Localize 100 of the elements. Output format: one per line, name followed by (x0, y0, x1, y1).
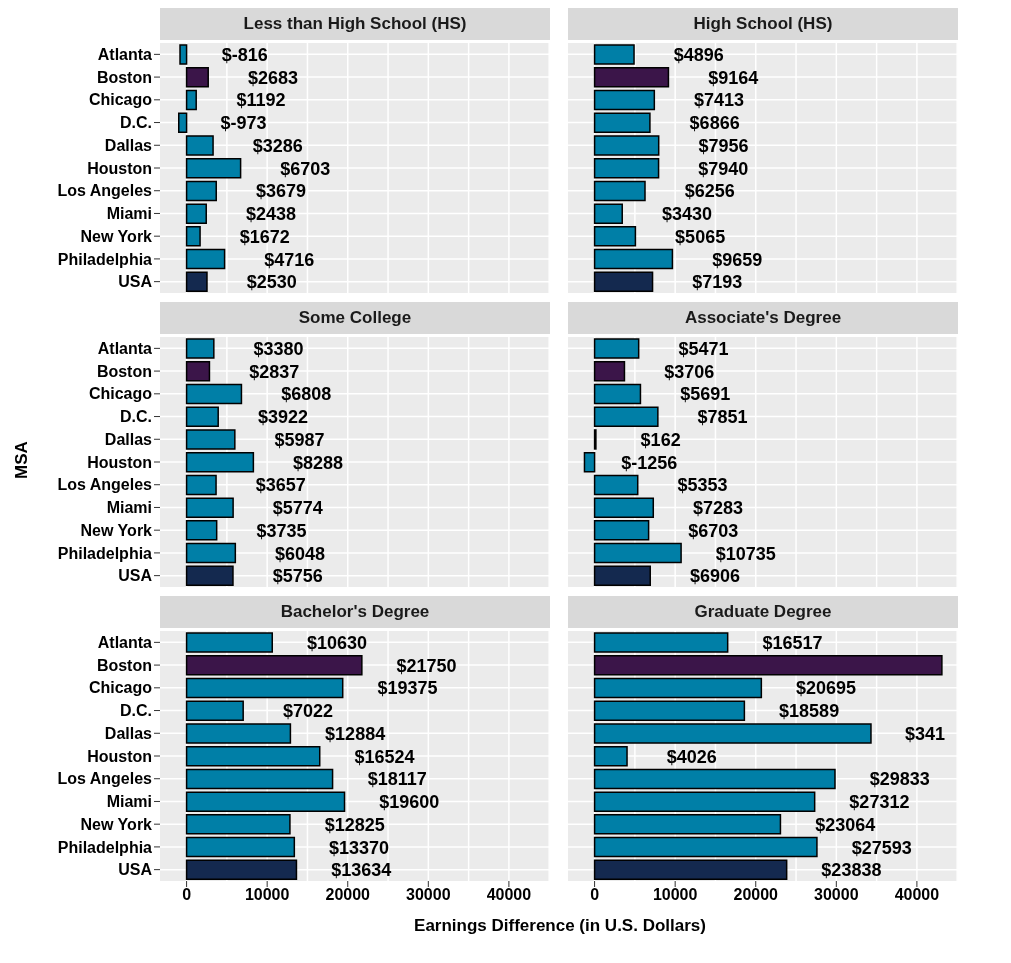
y-tick-label: Dallas (104, 430, 153, 448)
data-label: $6866 (689, 113, 740, 134)
data-label: $9659 (712, 249, 763, 270)
data-label: $16524 (354, 746, 415, 767)
bar (185, 632, 273, 653)
data-label: $13634 (331, 860, 392, 881)
bar (593, 383, 642, 405)
y-tick-label: Philadelphia (57, 544, 153, 562)
data-label: $1192 (236, 90, 286, 111)
bar (185, 768, 334, 790)
bar (185, 451, 255, 473)
data-label: $3706 (664, 361, 715, 382)
bar (593, 565, 651, 587)
data-label: $5756 (272, 566, 323, 587)
data-label: $23064 (815, 814, 876, 835)
x-tick-label: 10000 (244, 886, 290, 904)
y-tick-label: Los Angeles (57, 182, 153, 200)
bar (593, 180, 646, 202)
bar (593, 406, 659, 427)
bar (593, 791, 816, 812)
bar (593, 859, 788, 881)
bar (185, 497, 234, 518)
data-label: $7022 (282, 701, 333, 722)
bar (593, 112, 651, 133)
data-label: $6906 (689, 566, 741, 587)
bar (593, 745, 628, 767)
data-label: $3286 (252, 135, 303, 156)
bar (185, 67, 209, 88)
bar (185, 203, 207, 224)
y-tick-label: Los Angeles (57, 770, 153, 788)
y-tick-label: Los Angeles (57, 476, 153, 494)
data-label: $13370 (329, 837, 390, 858)
bar (185, 135, 214, 156)
y-tick-label: D.C. (120, 702, 152, 720)
bar (593, 723, 872, 744)
data-label: $-973 (220, 113, 267, 134)
bar (593, 135, 660, 156)
bar (583, 451, 596, 473)
bar (593, 542, 682, 564)
x-tick-label: 40000 (894, 886, 940, 904)
y-tick-label: Boston (96, 68, 152, 86)
bar (185, 180, 217, 202)
data-label: $7413 (694, 90, 745, 111)
data-label: $7283 (692, 498, 744, 519)
bar (593, 836, 818, 858)
bar (185, 791, 346, 812)
bar (185, 859, 298, 881)
bar (185, 655, 363, 676)
bar (593, 203, 623, 224)
data-label: $3657 (255, 475, 306, 496)
data-label: $5353 (677, 475, 728, 496)
bar (185, 338, 215, 359)
x-tick-label: 10000 (652, 886, 698, 904)
x-tick-label: 20000 (733, 886, 779, 904)
y-tick-label: New York (80, 521, 153, 539)
annotation: $341 (904, 723, 946, 744)
bar (593, 44, 635, 65)
data-label: $20695 (796, 678, 857, 699)
y-tick-label: Chicago (88, 679, 153, 697)
data-label: $16517 (762, 633, 823, 654)
data-label: $3380 (253, 339, 304, 360)
bar (185, 271, 208, 293)
bar (185, 700, 244, 721)
data-label: $10735 (715, 543, 776, 564)
data-label: $3679 (255, 181, 307, 202)
bar (179, 44, 188, 65)
data-label: $18589 (779, 701, 840, 722)
data-label: $29833 (869, 769, 930, 790)
data-label: $4716 (264, 249, 315, 270)
data-label: $27312 (849, 792, 910, 813)
data-label: $7940 (698, 158, 749, 179)
y-tick-label: Atlanta (97, 340, 153, 358)
chart-title: Graduate Degree (568, 596, 958, 628)
bar (593, 157, 660, 179)
bar (185, 723, 292, 744)
bar (593, 814, 782, 835)
x-tick-label: 20000 (325, 886, 371, 904)
bar (185, 520, 218, 541)
y-tick-label: D.C. (120, 114, 152, 132)
data-label: $-816 (221, 45, 268, 66)
bar (185, 157, 242, 179)
bar (593, 248, 674, 270)
data-label: $5471 (678, 339, 729, 360)
y-tick-label: D.C. (120, 408, 152, 426)
bar (185, 89, 197, 111)
y-tick-label: Miami (106, 499, 152, 517)
data-label: $6808 (281, 384, 332, 405)
bar (185, 474, 217, 496)
y-tick-label: Miami (106, 205, 152, 223)
data-label: $2438 (245, 204, 297, 225)
data-label: $12884 (325, 723, 386, 744)
data-label: $7851 (697, 407, 748, 428)
bar (185, 383, 243, 405)
data-label: $6703 (688, 520, 739, 541)
y-tick-label: Miami (106, 793, 152, 811)
data-label: $23838 (821, 860, 882, 881)
bar (593, 655, 943, 676)
y-tick-label: Philadelphia (57, 250, 153, 268)
data-label: $7193 (692, 272, 743, 293)
data-label: $3735 (256, 520, 307, 541)
